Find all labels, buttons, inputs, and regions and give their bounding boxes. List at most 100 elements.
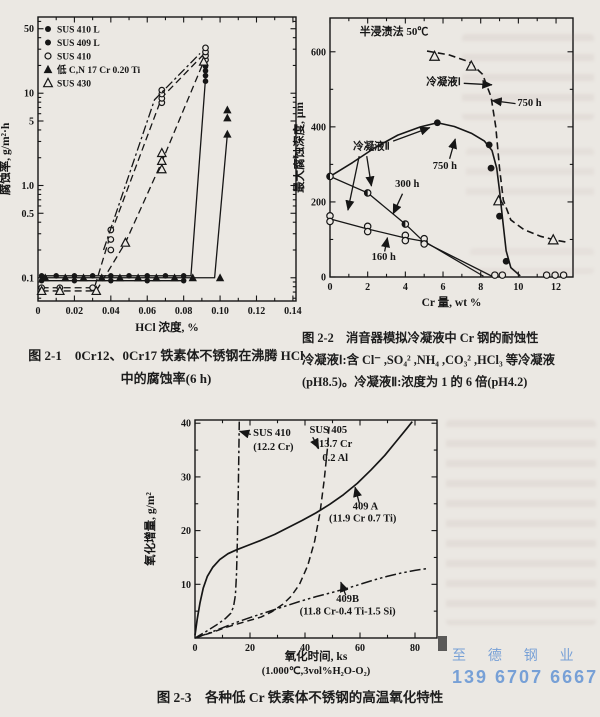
data-point — [158, 99, 166, 107]
annotation-arrow — [310, 436, 320, 450]
data-point — [420, 240, 428, 248]
y-tick-label: 0.1 — [22, 273, 35, 284]
data-point — [401, 220, 410, 228]
annotation-arrow — [392, 193, 404, 215]
data-point — [45, 39, 51, 46]
x-tick-label: 0 — [328, 282, 333, 293]
x-tick-label: 0.06 — [138, 306, 156, 317]
axis: 0 0.02 0.04 0.06 0.08 0.10 0.12 0.14 50 10 5 1.0 0.5… — [0, 16, 302, 334]
watermark: 至 德 钢 业 139 6707 6667 — [452, 645, 598, 688]
data-point — [202, 52, 209, 60]
data-point — [36, 285, 47, 296]
x-tick-label: 6 — [441, 282, 446, 293]
x-tick-label: 0 — [193, 643, 198, 654]
series-low-cn-17cr-020ti — [39, 105, 232, 282]
data-point — [401, 231, 410, 240]
data-point — [326, 172, 334, 181]
data-point — [115, 273, 125, 282]
annotation-label: 160 h — [372, 252, 396, 263]
data-point — [79, 273, 88, 282]
watermark-company: 至 德 钢 业 — [452, 647, 583, 663]
scan-artifact — [438, 636, 447, 651]
annotation-label: 409 A — [353, 502, 379, 513]
series-sus410-dashdot — [102, 52, 201, 251]
annotation-label: SUS 405 — [310, 425, 348, 436]
y-tick-label: 200 — [311, 197, 326, 208]
legend-label: 低 C,N 17 Cr 0.20 Ti — [56, 64, 140, 76]
y-axis-label: 腐蚀率, g/m²·h — [0, 122, 12, 195]
y-tick-label: 0.5 — [22, 209, 35, 220]
x-tick-label: 0.08 — [175, 306, 193, 317]
caption-line: 图 2-1 0Cr12、0Cr17 铁素体不锈钢在沸腾 HCl — [28, 348, 304, 363]
data-point — [42, 77, 54, 88]
y-tick-label: 1.0 — [22, 181, 35, 192]
x-tick-label: 80 — [410, 643, 420, 654]
data-point — [202, 78, 209, 84]
y-tick-label: 600 — [311, 47, 326, 58]
caption-line: 中的腐蚀率(6 h) — [120, 371, 212, 386]
annotation-label: (11.8 Cr-0.4 Ti-1.5 Si) — [300, 606, 397, 617]
annotation-label: 冷凝液Ⅱ — [353, 139, 390, 152]
annotation-arrow — [448, 138, 457, 159]
data-point — [158, 90, 166, 98]
data-point — [162, 273, 169, 279]
annotation-label: (13.7 Cr — [316, 439, 353, 450]
y-tick-label: 10 — [24, 89, 34, 100]
data-point — [158, 94, 166, 102]
data-point — [198, 55, 209, 66]
y-axis-label: 氧化增量, g/m² — [143, 492, 157, 567]
watermark-phone: 139 6707 6667 — [452, 667, 599, 687]
fig2-3-caption: 图 2-3 各种低 Cr 铁素体不锈钢的高温氧化特性 — [60, 686, 540, 706]
data-point — [107, 236, 115, 243]
x-tick-label: 0.14 — [284, 306, 302, 317]
data-point — [401, 236, 410, 245]
annotation-arrow — [392, 126, 431, 142]
data-point — [89, 273, 96, 279]
data-point — [61, 273, 70, 282]
data-point — [202, 63, 209, 70]
x-tick-label: 12 — [551, 282, 561, 293]
data-point — [144, 277, 151, 284]
data-point — [158, 86, 166, 94]
data-point — [44, 52, 52, 60]
data-point — [54, 285, 66, 296]
bleed-through-artifact — [466, 148, 594, 204]
annotation-arrow — [238, 429, 252, 439]
data-point — [202, 67, 209, 74]
bleed-through-artifact — [462, 34, 594, 120]
caption-line: (pH8.5)。冷凝液Ⅱ:浓度为 1 的 6 倍(pH4.2) — [302, 375, 528, 389]
data-point — [363, 222, 372, 231]
y-tick-label: 400 — [311, 122, 326, 133]
data-point — [133, 273, 143, 282]
data-point — [180, 277, 187, 284]
data-point — [202, 72, 209, 79]
x-tick-label: 60 — [355, 643, 365, 654]
x-tick-label: 0 — [36, 306, 41, 317]
annotation-label: 300 h — [395, 179, 419, 190]
data-point — [202, 44, 209, 52]
x-tick-label: 0.02 — [66, 306, 84, 317]
y-tick-label: 0 — [321, 273, 326, 284]
data-point — [156, 155, 167, 165]
annotation-label: 半浸渍法 50℃ — [360, 24, 429, 38]
x-tick-label: 10 — [513, 282, 523, 293]
bleed-through-artifact — [446, 420, 596, 625]
annotation-arrow — [345, 156, 360, 211]
fig2-1-caption: 图 2-1 0Cr12、0Cr17 铁素体不锈钢在沸腾 HCl 中的腐蚀率(6 … — [14, 344, 318, 390]
legend-label: SUS 410 L — [57, 26, 100, 36]
legend-label: SUS 430 — [57, 80, 91, 90]
annotation-label: (11.9 Cr 0.7 Ti) — [329, 513, 397, 524]
data-point — [38, 284, 46, 292]
data-point — [363, 189, 372, 197]
y-tick-label: 30 — [181, 472, 191, 483]
data-point — [71, 277, 78, 284]
series-sus405-13.7cr-0.2al — [194, 423, 330, 639]
data-point — [120, 236, 131, 247]
fig2-1-chart: 0 0.02 0.04 0.06 0.08 0.10 0.12 0.14 50 10 5 1.0 0.5… — [0, 16, 302, 334]
caption-line: 冷凝液Ⅰ:含 Cl⁻ ,SO₄² ,NH₄ ,CO₃² ,HCl₃ 等冷凝液 — [302, 353, 555, 367]
x-axis-label: 氧化时间, ks — [284, 649, 348, 663]
legend-label: SUS 409 L — [57, 39, 100, 49]
y-tick-label: 20 — [181, 526, 191, 537]
series-409a-11.9cr-0.7ti — [194, 421, 413, 636]
